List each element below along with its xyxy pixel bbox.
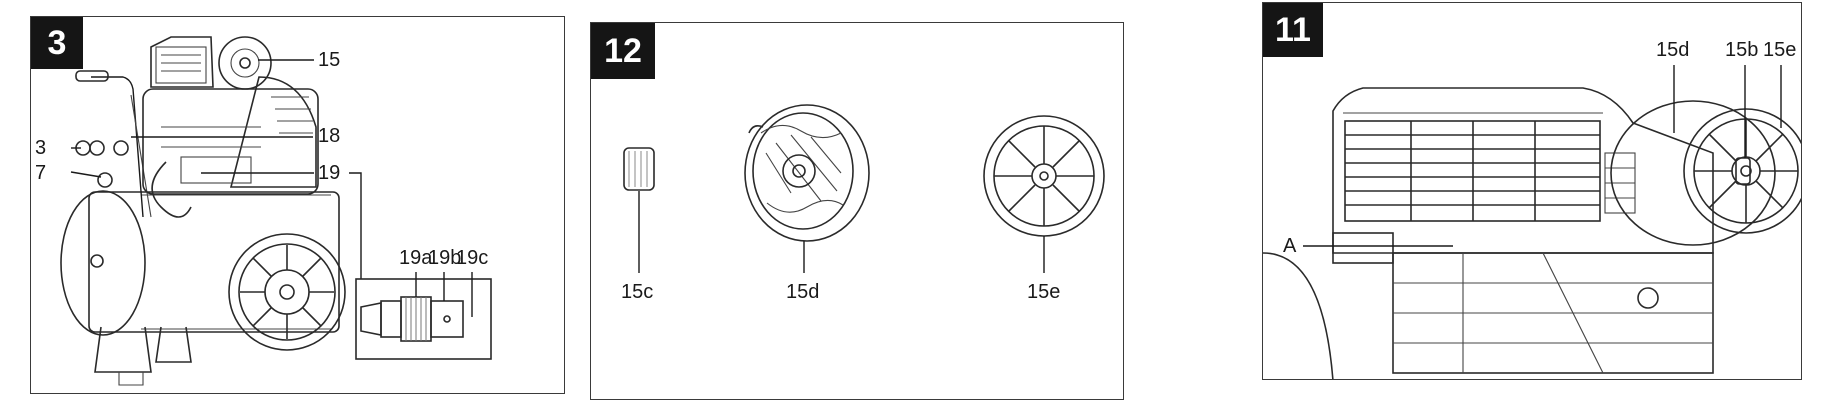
callout-15e: 15e bbox=[1027, 281, 1061, 303]
callout-15e: 15e bbox=[1763, 39, 1797, 61]
callout-7: 7 bbox=[35, 162, 47, 184]
figure-12-number: 12 bbox=[591, 23, 655, 79]
callout-15c: 15c bbox=[621, 281, 654, 303]
figure-11-panel: 11 bbox=[1262, 2, 1802, 380]
callout-15d: 15d bbox=[786, 281, 820, 303]
callout-15b: 15b bbox=[1725, 39, 1759, 61]
callout-15: 15 bbox=[318, 49, 341, 71]
figure-12-panel: 12 15c 15d 15e bbox=[590, 22, 1124, 400]
callout-18: 18 bbox=[318, 125, 341, 147]
air-compressor-drawing bbox=[60, 36, 492, 386]
filter-parts-drawing bbox=[623, 104, 1105, 273]
callout-19: 19 bbox=[318, 162, 341, 184]
callout-3: 3 bbox=[35, 137, 47, 159]
figure-3-panel: 3 bbox=[30, 16, 565, 394]
callout-A: A bbox=[1283, 235, 1297, 257]
callout-19c: 19c bbox=[456, 247, 489, 269]
figure-3-number: 3 bbox=[31, 17, 83, 69]
compressor-closeup-drawing bbox=[1263, 65, 1801, 379]
figure-11-number: 11 bbox=[1263, 3, 1323, 57]
callout-15d: 15d bbox=[1656, 39, 1690, 61]
callout-19b: 19b bbox=[428, 247, 462, 269]
callout-19a: 19a bbox=[399, 247, 433, 269]
